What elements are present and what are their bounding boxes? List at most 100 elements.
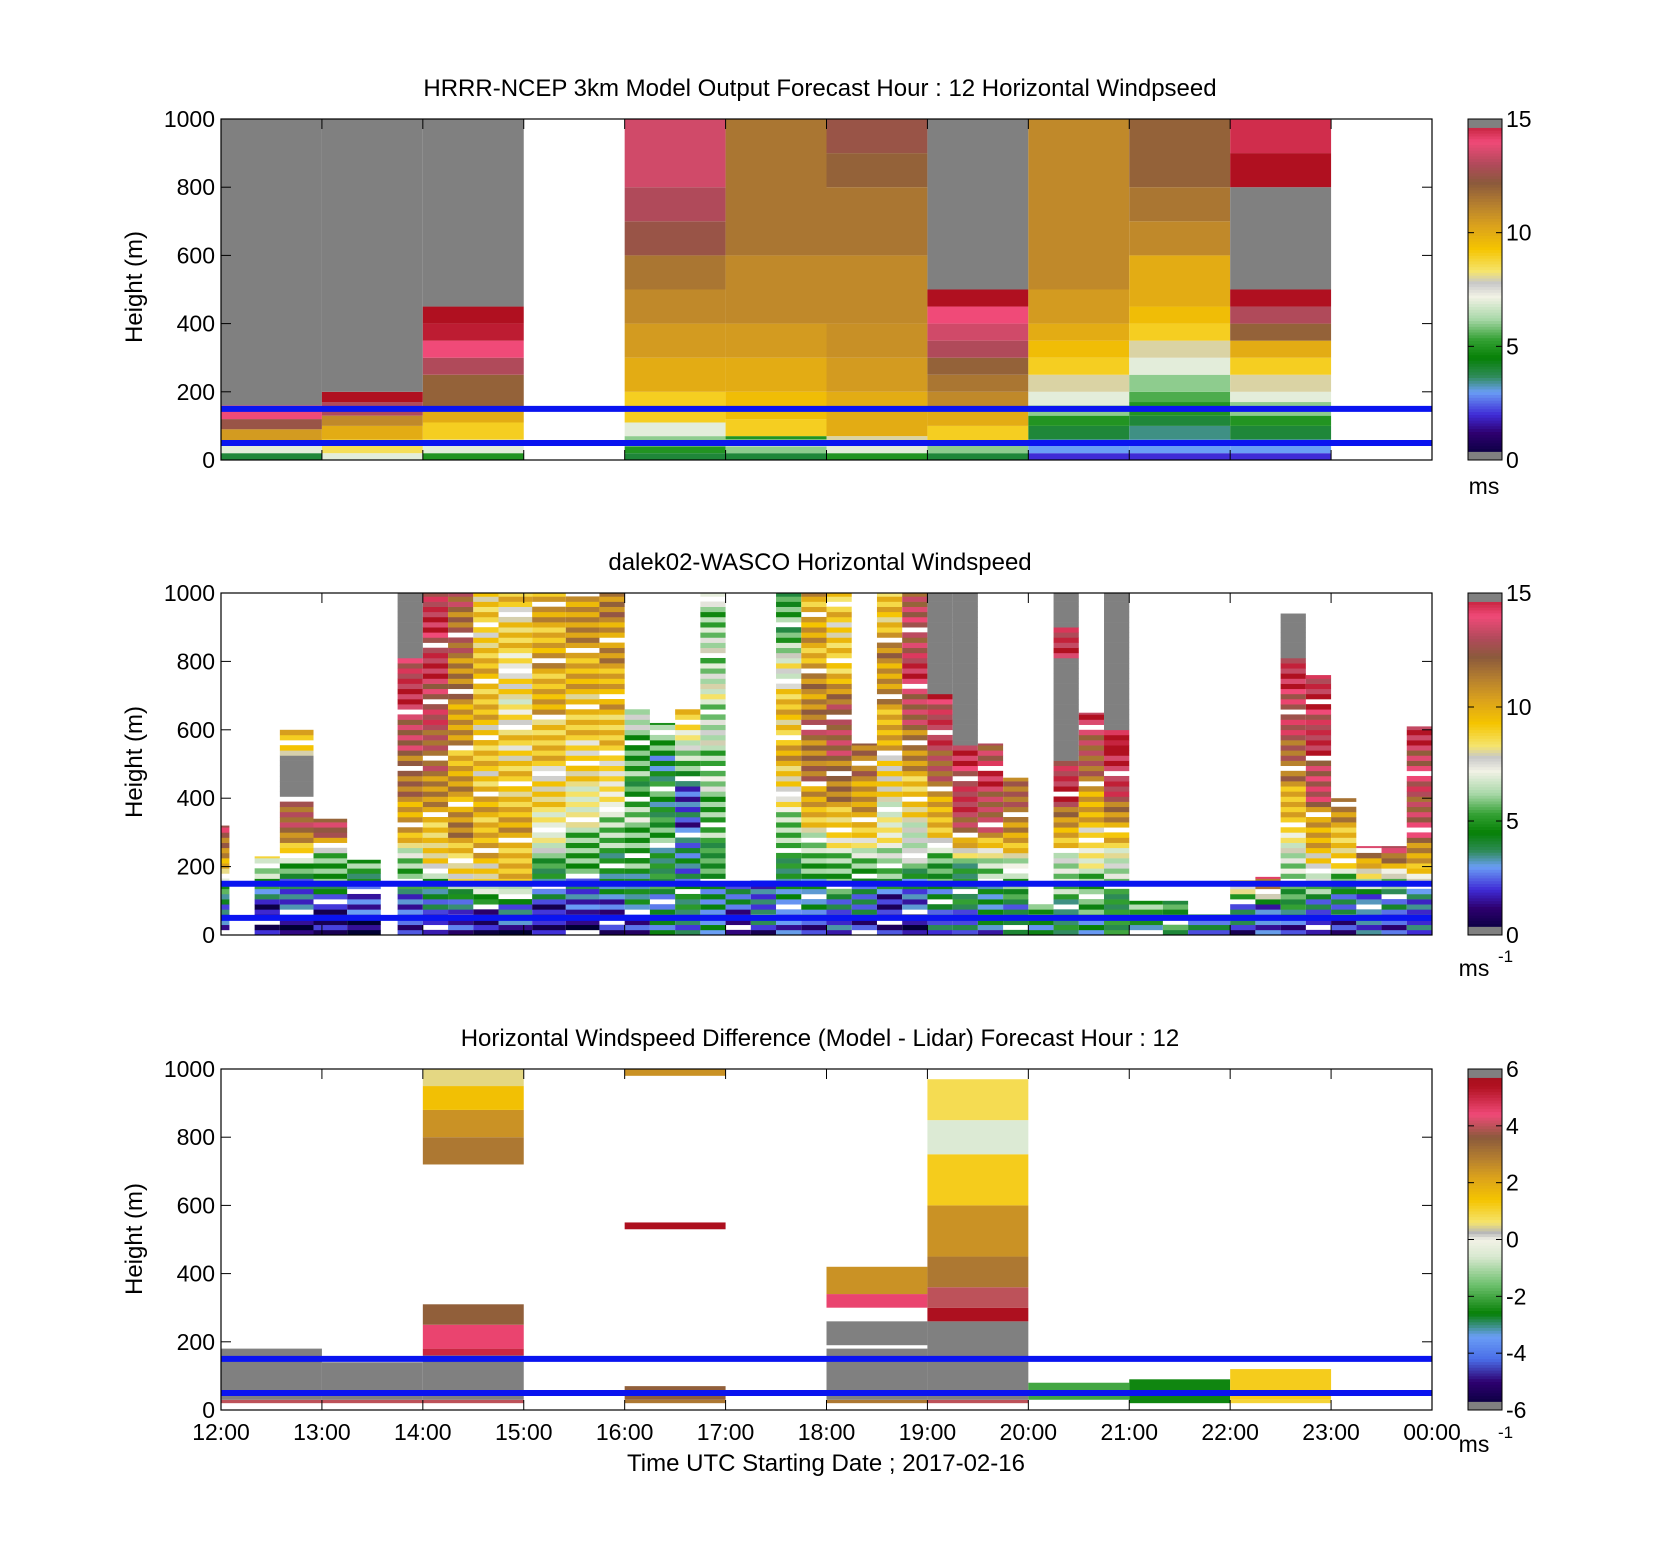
heatmap-cell	[565, 832, 600, 838]
heatmap-cell	[927, 734, 953, 741]
heatmap-cell	[448, 668, 474, 674]
heatmap-cell	[776, 832, 802, 838]
heatmap-cell	[448, 642, 474, 649]
heatmap-cell	[776, 729, 802, 736]
y-tick-label: 600	[177, 242, 215, 268]
heatmap-cell	[826, 642, 852, 649]
heatmap-cell	[1280, 775, 1306, 782]
heatmap-cell	[801, 904, 827, 910]
heatmap-cell	[1331, 827, 1357, 833]
heatmap-cell	[675, 729, 701, 736]
colorbar-swatch	[1468, 323, 1502, 327]
heatmap-cell	[952, 734, 978, 741]
heatmap-cell	[498, 709, 533, 715]
heatmap-cell	[776, 714, 802, 720]
x-tick-label: 19:00	[899, 1419, 957, 1445]
heatmap-cell	[927, 781, 953, 787]
heatmap-cell	[851, 806, 877, 813]
colorbar-swatch	[1468, 615, 1502, 620]
heatmap-cell	[952, 781, 978, 787]
heatmap-cell	[876, 616, 903, 623]
heatmap-cell	[279, 899, 314, 905]
heatmap-cell	[1104, 893, 1130, 900]
heatmap-cell	[1053, 909, 1079, 915]
heatmap-cell	[473, 822, 499, 828]
heatmap-cell	[221, 868, 230, 874]
heatmap-cell	[902, 899, 928, 905]
heatmap-cell	[826, 699, 852, 705]
heatmap-cell	[876, 611, 903, 618]
heatmap-cell	[700, 832, 726, 838]
heatmap-cell	[1104, 668, 1130, 674]
heatmap-cell	[565, 740, 600, 746]
heatmap-cell	[952, 919, 978, 926]
heatmap-cell	[1305, 929, 1332, 936]
heatmap-cell	[1381, 909, 1407, 915]
heatmap-cell	[902, 924, 928, 931]
heatmap-cell	[422, 652, 449, 659]
heatmap-cell	[1280, 858, 1306, 864]
heatmap-cell	[776, 647, 802, 654]
heatmap-cell	[422, 647, 449, 654]
heatmap-cell	[826, 436, 928, 443]
heatmap-cell	[313, 863, 348, 869]
heatmap-cell	[473, 647, 499, 654]
heatmap-cell	[750, 893, 777, 900]
heatmap-cell	[473, 652, 499, 659]
colorbar-swatch	[1468, 320, 1502, 324]
heatmap-cell	[1280, 806, 1306, 813]
colorbar-swatch	[1468, 1114, 1502, 1118]
heatmap-cell	[473, 709, 499, 715]
heatmap-cell	[1104, 683, 1130, 690]
heatmap-cell	[826, 187, 928, 256]
heatmap-cell	[1255, 924, 1281, 931]
heatmap-cell	[397, 888, 423, 895]
colorbar-swatch	[1468, 786, 1502, 791]
heatmap-cell	[927, 714, 953, 720]
colorbar-swatch	[1468, 187, 1502, 191]
colorbar-swatch	[1468, 420, 1502, 424]
heatmap-cell	[927, 1399, 1029, 1404]
colorbar-swatch	[1468, 698, 1502, 702]
heatmap-cell	[1356, 846, 1382, 849]
heatmap-cell	[448, 693, 474, 700]
heatmap-cell	[422, 1137, 524, 1165]
heatmap-cell	[826, 765, 852, 772]
heatmap-cell	[532, 596, 566, 602]
heatmap-cell	[927, 632, 953, 638]
colorbar-swatch	[1468, 1248, 1502, 1252]
heatmap-cell	[532, 893, 566, 900]
heatmap-cell	[952, 704, 978, 710]
colorbar-swatch	[1468, 408, 1502, 413]
heatmap-cell	[279, 781, 314, 787]
colorbar-swatch	[1468, 1196, 1502, 1201]
heatmap-cell	[776, 642, 802, 649]
colorbar-swatch	[1468, 1179, 1502, 1184]
heatmap-cell	[599, 760, 625, 767]
colorbar-swatch	[1468, 729, 1502, 734]
heatmap-cell	[952, 817, 978, 823]
heatmap-cell	[473, 627, 499, 633]
colorbar-tick-label: 0	[1506, 922, 1519, 948]
heatmap-cell	[599, 704, 625, 710]
heatmap-cell	[927, 755, 953, 761]
colorbar-swatch	[1468, 1222, 1502, 1226]
colorbar-swatch	[1468, 1168, 1502, 1172]
heatmap-cell	[279, 811, 314, 818]
heatmap-cell	[801, 678, 827, 684]
heatmap-cell	[498, 616, 533, 623]
heatmap-cell	[397, 786, 423, 792]
heatmap-area	[221, 119, 1332, 460]
heatmap-cell	[532, 678, 566, 684]
heatmap-cell	[1230, 374, 1332, 392]
heatmap-cell	[422, 919, 449, 926]
heatmap-cell	[1028, 340, 1130, 358]
heatmap-cell	[801, 801, 827, 808]
heatmap-cell	[1104, 657, 1130, 664]
heatmap-cell	[473, 699, 499, 705]
heatmap-cell	[952, 642, 978, 649]
colorbar-swatch	[1468, 1225, 1502, 1229]
heatmap-cell	[1078, 919, 1105, 926]
